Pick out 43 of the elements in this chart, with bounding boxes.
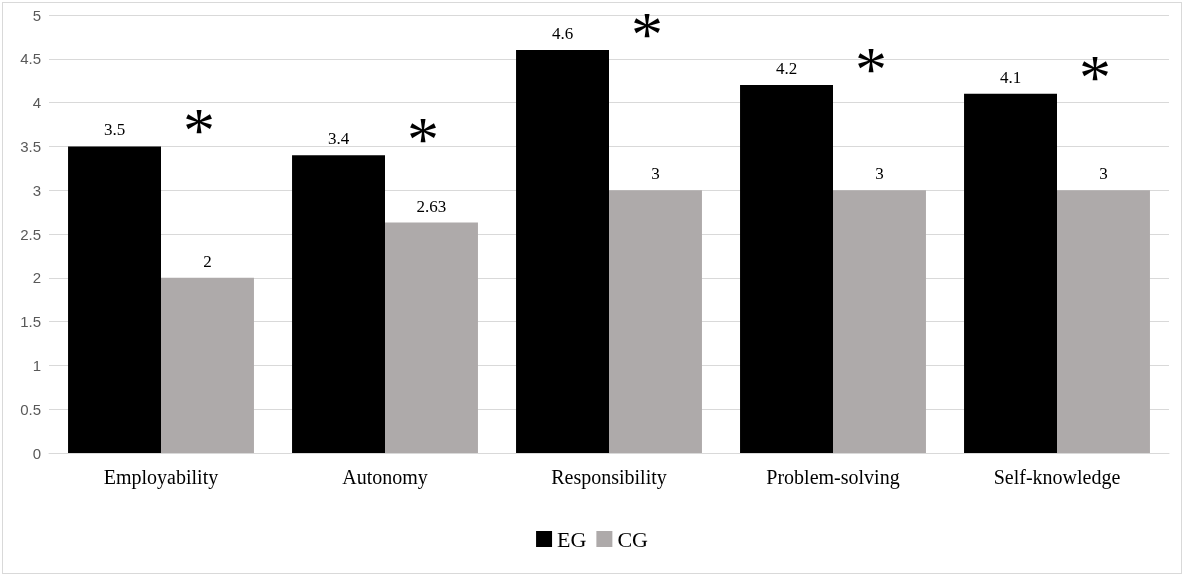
bar [833, 190, 926, 453]
x-tick-label: Problem-solving [766, 466, 900, 489]
y-tick-label: 3.5 [20, 137, 41, 155]
data-label: 4.2 [775, 59, 798, 79]
data-label: 3.5 [103, 120, 126, 140]
data-label: 4.1 [999, 67, 1022, 87]
y-tick-label: 4 [32, 94, 41, 112]
x-tick-label: Responsibility [551, 466, 667, 489]
x-tick-label: Employability [103, 466, 219, 489]
bar [161, 277, 254, 453]
bar [68, 146, 161, 453]
data-label: 3 [1099, 164, 1108, 184]
annotation: * [631, 0, 663, 70]
y-tick-label: 0.5 [20, 400, 41, 418]
data-label: 2.63 [416, 196, 447, 216]
y-tick-label: 2 [32, 269, 41, 287]
bar [516, 50, 609, 453]
legend-label: CG [617, 526, 649, 552]
y-tick-label: 2.5 [20, 225, 41, 243]
annotation: * [407, 103, 439, 175]
legend-label: EG [557, 526, 587, 552]
annotation: * [855, 33, 887, 105]
bar [1057, 190, 1150, 453]
annotation: * [1079, 42, 1111, 114]
bar [740, 85, 833, 453]
x-tick-label: Autonomy [342, 466, 428, 489]
bar [964, 93, 1057, 453]
y-tick-label: 1.5 [20, 313, 41, 331]
x-tick-label: Self-knowledge [993, 466, 1121, 489]
data-label: 2 [203, 251, 212, 271]
data-label: 3 [651, 164, 660, 184]
y-tick-label: 1 [32, 356, 41, 374]
y-tick-label: 3 [32, 181, 41, 199]
annotation: * [183, 94, 215, 166]
y-tick-label: 5 [32, 6, 41, 24]
data-label: 3 [875, 164, 884, 184]
y-tick-label: 4.5 [20, 50, 41, 68]
data-label: 3.4 [327, 129, 350, 149]
y-tick-label: 0 [32, 444, 41, 462]
data-label: 4.6 [551, 24, 574, 44]
bar [609, 190, 702, 453]
bar [292, 155, 385, 453]
bar [385, 222, 478, 453]
